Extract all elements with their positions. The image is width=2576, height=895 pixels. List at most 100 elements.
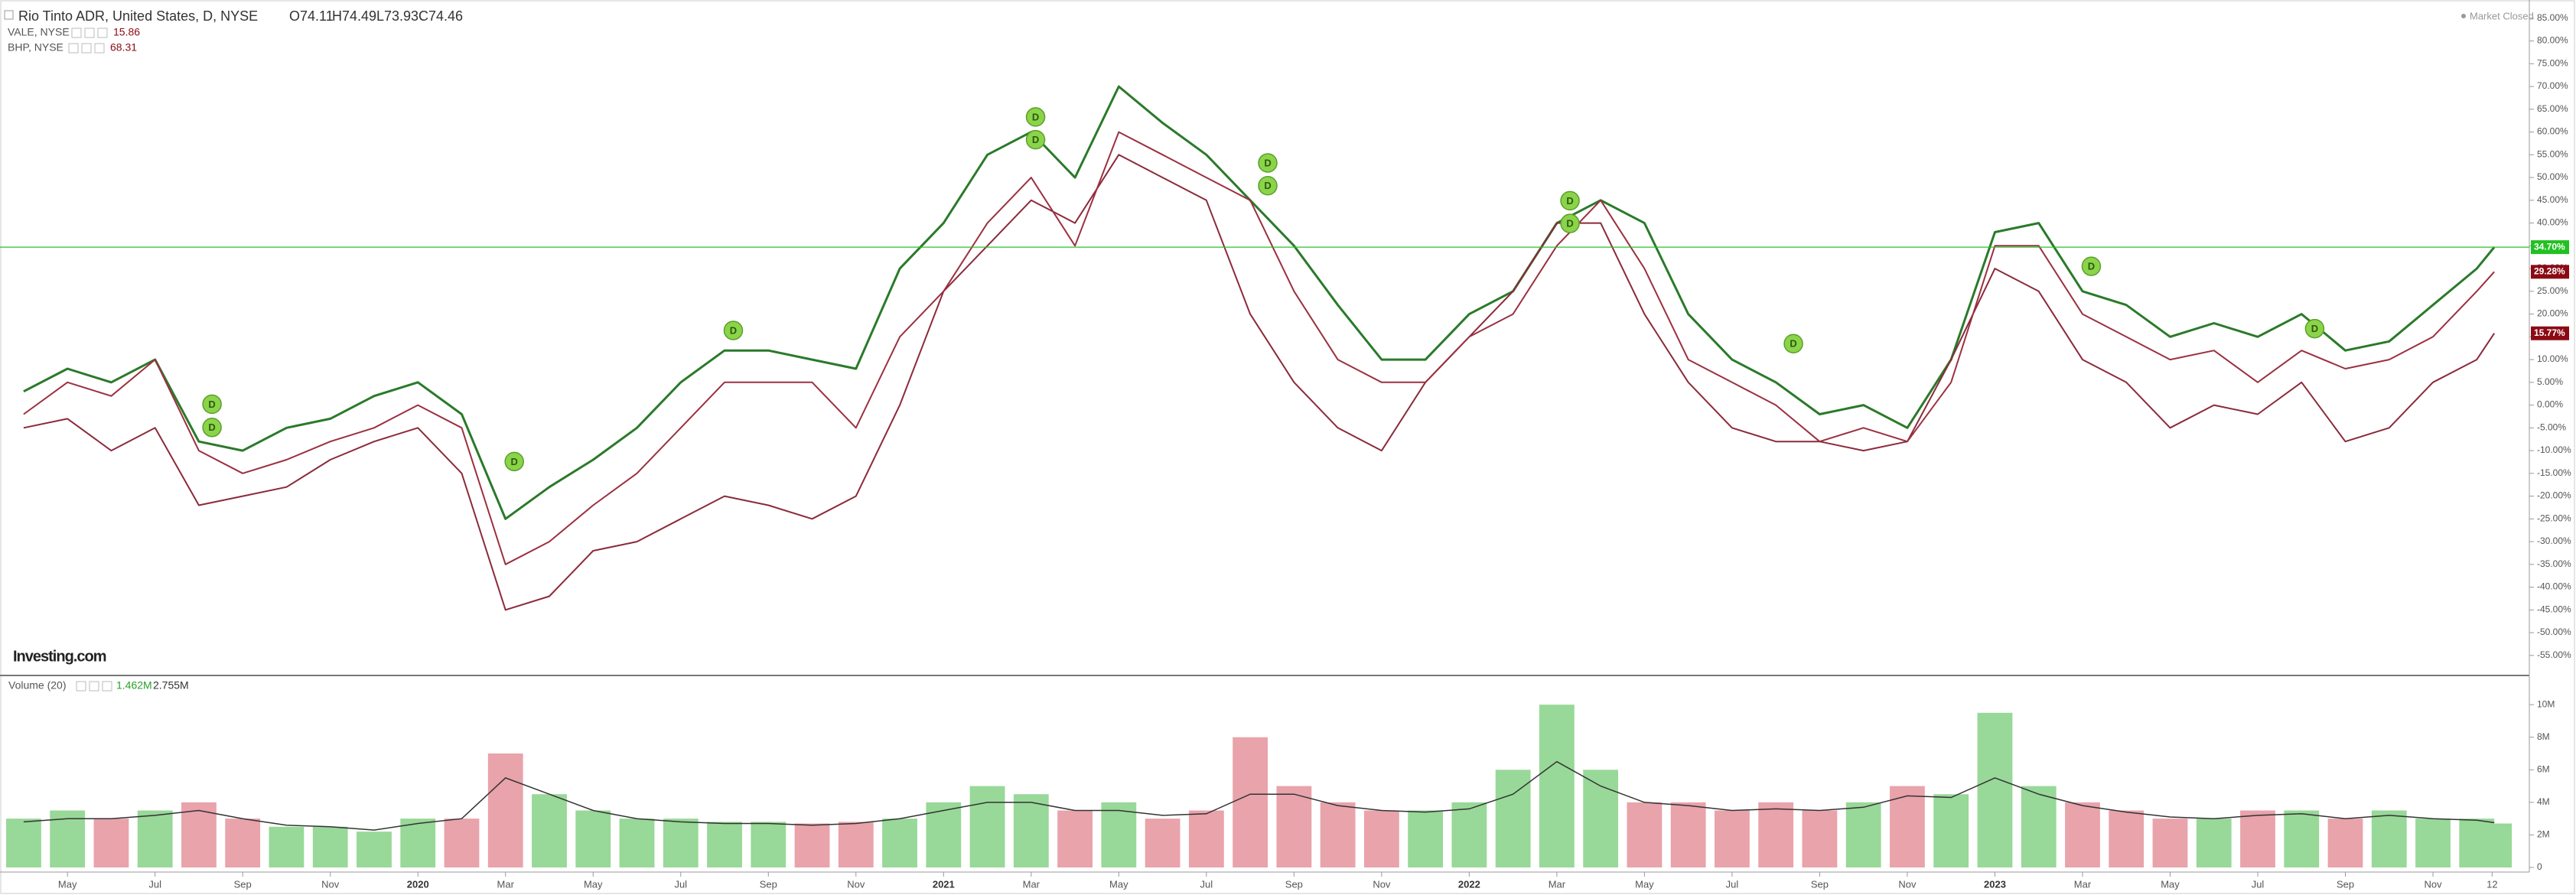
y-tick-label: 2M (2537, 829, 2550, 840)
hide-icon[interactable] (81, 43, 92, 54)
x-tick-label: 2022 (1458, 878, 1480, 890)
volume-bar (532, 794, 567, 867)
y-tick-label: 80.00% (2537, 35, 2568, 46)
volume-bar (1145, 819, 1181, 867)
dividend-marker (202, 417, 222, 438)
y-tick-label: 55.00% (2537, 148, 2568, 159)
last-value-box (2531, 265, 2569, 279)
y-tick-label: -10.00% (2537, 444, 2571, 455)
ohlc-high: H74.49 (332, 8, 376, 24)
y-tick-label: 25.00% (2537, 285, 2568, 296)
volume-bar (1276, 786, 1312, 867)
dividend-label: D (208, 421, 215, 433)
compare-line (23, 154, 2496, 611)
x-tick-label: Jul (148, 878, 161, 890)
price-line (23, 85, 2496, 520)
x-tick-label: Jul (2252, 878, 2265, 890)
y-tick-label: 10M (2537, 698, 2555, 709)
y-tick-label: -15.00% (2537, 467, 2571, 478)
volume-bar (357, 832, 392, 867)
y-tick-label: -30.00% (2537, 535, 2571, 546)
plot-area (23, 85, 2496, 611)
volume-bar (1802, 810, 1838, 867)
volume-bar (444, 819, 480, 867)
x-tick-label: Nov (2424, 878, 2442, 890)
dividend-marker (1258, 153, 1278, 173)
y-tick-label: 45.00% (2537, 194, 2568, 205)
volume-bar (1758, 802, 1794, 867)
dividend-label: D (1264, 180, 1271, 191)
x-tick-label: Mar (2074, 878, 2092, 890)
y-tick-label: 5.00% (2537, 376, 2563, 387)
volume-bar (2196, 819, 2232, 867)
volume-bar (137, 810, 173, 867)
y-tick-label: 70.00% (2537, 80, 2568, 91)
volume-bar (2152, 819, 2188, 867)
market-status: Market Closed (2470, 10, 2534, 21)
x-tick-label: May (2161, 878, 2180, 890)
y-tick-label: 4M (2537, 796, 2550, 807)
dividend-marker (202, 394, 222, 415)
x-tick-label: Sep (760, 878, 777, 890)
volume-bar (751, 822, 786, 867)
dividend-label: D (208, 399, 215, 410)
close-icon[interactable] (97, 28, 108, 38)
volume-ma-line (23, 760, 2495, 831)
volume-bar (1715, 810, 1750, 867)
y-tick-label: 8M (2537, 731, 2550, 742)
hide-icon[interactable] (84, 28, 95, 38)
collapse-icon[interactable] (4, 10, 14, 20)
dividend-marker (1258, 176, 1278, 196)
settings-icon[interactable] (68, 43, 79, 54)
y-tick-label: 50.00% (2537, 171, 2568, 182)
close-icon[interactable] (94, 43, 105, 54)
last-value-label: 29.28% (2534, 266, 2565, 277)
dividend-marker (2304, 318, 2325, 339)
y-tick-label: -55.00% (2537, 649, 2571, 660)
x-tick-label: Mar (1023, 878, 1040, 890)
volume-bar (619, 819, 655, 867)
volume-bar (2371, 810, 2407, 867)
hide-icon[interactable] (89, 681, 99, 692)
settings-icon[interactable] (76, 681, 86, 692)
ohlc-low: L73.93 (376, 8, 418, 24)
x-tick-label: Jul (1726, 878, 1739, 890)
volume-bar (269, 826, 304, 867)
volume-quote: 1.462M (116, 679, 152, 692)
close-icon[interactable] (102, 681, 112, 692)
volume-bar (1583, 770, 1619, 867)
x-tick-label: 2021 (933, 878, 955, 890)
dividend-marker (1560, 213, 1580, 233)
volume-bar (794, 823, 830, 867)
volume-bar (2109, 810, 2144, 867)
volume-bar (1845, 802, 1881, 867)
volume-bar (2477, 823, 2512, 867)
x-tick-label: May (584, 878, 603, 890)
volume-bar (663, 819, 699, 867)
y-tick-label: 0 (2537, 861, 2542, 872)
dividend-marker (1783, 334, 1803, 353)
y-tick-label: 75.00% (2537, 57, 2568, 68)
y-tick-label: -35.00% (2537, 558, 2571, 569)
vale-quote: 15.86 (113, 26, 140, 38)
volume-bar (2415, 819, 2451, 867)
y-tick-label: -20.00% (2537, 490, 2571, 501)
y-tick-label: -50.00% (2537, 626, 2571, 637)
dividend-label: D (1566, 218, 1573, 229)
volume-bar (93, 819, 129, 867)
volume-ma-quote: 2.755M (153, 679, 189, 692)
settings-icon[interactable] (71, 28, 82, 38)
dividend-label: D (1032, 111, 1039, 122)
x-tick-label: Nov (847, 878, 865, 890)
dividend-label: D (2088, 261, 2095, 272)
dividend-label: D (1790, 338, 1796, 350)
last-value-label: 34.70% (2534, 241, 2565, 252)
bhp-quote: 68.31 (110, 41, 137, 54)
x-tick-label: Sep (1811, 878, 1829, 890)
volume-bar (2327, 819, 2363, 867)
dividend-label: D (2311, 323, 2318, 334)
dividend-marker (504, 451, 524, 472)
x-tick-label: Sep (1285, 878, 1303, 890)
x-tick-label: 12 (2486, 878, 2497, 890)
